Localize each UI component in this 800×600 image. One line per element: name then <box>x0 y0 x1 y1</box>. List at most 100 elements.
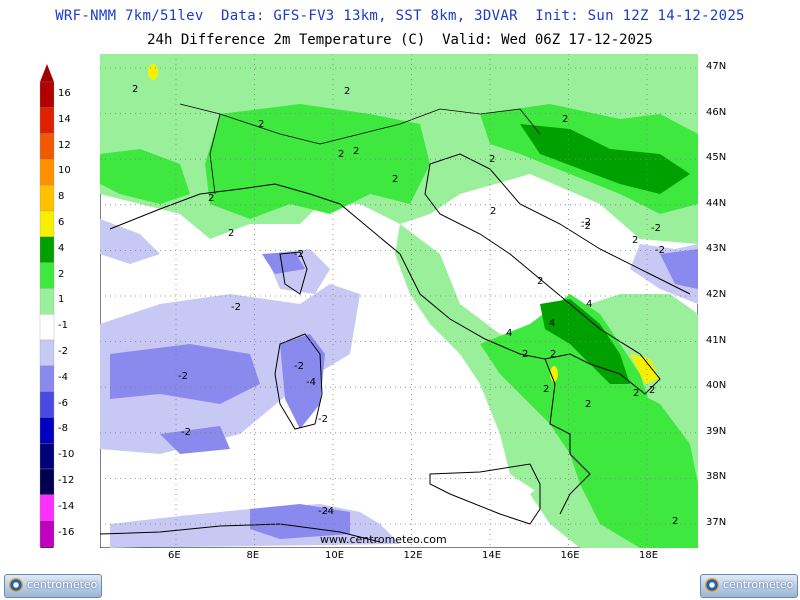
contour-label: 2 <box>522 349 528 360</box>
contour-label: 2 <box>672 516 678 527</box>
latitude-label: 47N <box>706 61 727 72</box>
latitude-label: 37N <box>706 517 727 528</box>
contour-label: 2 <box>489 154 495 165</box>
latitude-label: 44N <box>706 197 727 209</box>
colorbar-cell <box>39 520 55 547</box>
longitude-label: 8E <box>246 550 260 561</box>
logo-globe-icon <box>705 578 719 592</box>
contour-label: 2 <box>353 146 359 157</box>
colorbar-cell <box>39 262 55 289</box>
website-watermark: www.centrometeo.com <box>320 533 447 546</box>
latitude-label: 42N <box>706 289 727 300</box>
contour-label: 2 <box>550 349 556 360</box>
colorbar-cell <box>39 314 55 341</box>
colorbar-label: 16 <box>58 87 71 99</box>
contour-label: 2 <box>649 385 655 396</box>
colorbar-label: 12 <box>58 139 71 151</box>
colorbar-label: 2 <box>58 268 65 280</box>
colorbar-top-arrow <box>40 64 54 82</box>
longitude-label: 12E <box>403 550 423 561</box>
contour-label: 2 <box>633 388 639 399</box>
contour-label: 2 <box>392 174 398 185</box>
country-borders <box>179 103 541 195</box>
colorbar-cell <box>39 494 55 521</box>
contour-label: -2 <box>651 223 661 234</box>
contour-label: -2 <box>178 371 188 382</box>
colorbar-label: 10 <box>58 165 71 177</box>
latitude-label: 46N <box>706 106 727 118</box>
longitude-label: 16E <box>560 550 580 561</box>
contour-label: 2 <box>228 228 234 239</box>
contour-label: -2 <box>655 245 665 256</box>
contour-label: 2 <box>585 399 591 410</box>
contour-label: 2 <box>490 206 496 217</box>
contour-label: 4 <box>549 318 555 329</box>
contour-label: -2 <box>294 249 304 260</box>
colorbar-cell <box>39 185 55 212</box>
colorbar-cell <box>39 417 55 444</box>
contour-label: 4 <box>586 299 592 310</box>
longitude-label: 14E <box>482 550 502 561</box>
contour-label: 2 <box>344 86 350 97</box>
contour-label: -2 <box>231 302 241 313</box>
colorbar-label: -6 <box>58 397 68 409</box>
colorbar-cell <box>39 81 55 108</box>
colorbar-cell <box>39 210 55 237</box>
contour-label: 4 <box>506 328 512 339</box>
colorbar-label: 8 <box>58 191 65 203</box>
contour-label: 2 <box>562 114 568 125</box>
colorbar-label: 14 <box>58 113 71 125</box>
centrometeo-logo-right[interactable]: centrometeo <box>700 574 798 598</box>
colorbar-cell <box>39 288 55 315</box>
colorbar-cell <box>39 391 55 418</box>
contour-label: 2 <box>537 276 543 287</box>
colorbar-cell <box>39 339 55 366</box>
contour-label: 2 <box>132 84 138 95</box>
colorbar-label: 1 <box>58 294 65 306</box>
colorbar-label: -8 <box>58 423 68 435</box>
chart-subtitle: 24h Difference 2m Temperature (C) Valid:… <box>147 32 653 48</box>
colorbar-cell <box>39 159 55 186</box>
colorbar-cell <box>39 236 55 263</box>
colorbar-label: -14 <box>58 500 75 512</box>
colorbar-label: -16 <box>58 526 75 538</box>
longitude-label: 6E <box>168 550 181 561</box>
contour-label: -4 <box>324 506 334 517</box>
contour-label: -2 <box>181 427 191 438</box>
longitude-label: 18E <box>639 550 659 561</box>
contour-label: -2 <box>581 221 591 232</box>
centrometeo-logo-left[interactable]: centrometeo <box>4 574 102 598</box>
colorbar-label: 6 <box>58 216 65 228</box>
latitude-label: 43N <box>706 243 727 255</box>
latitude-label: 41N <box>706 334 727 346</box>
colorbar-cell <box>39 468 55 495</box>
logo-globe-icon <box>9 578 23 592</box>
longitude-label: 10E <box>325 550 345 561</box>
colorbar <box>39 64 55 548</box>
contour-label: 2 <box>632 235 638 246</box>
contour-label: -2 <box>581 217 591 228</box>
colorbar-cell <box>39 133 55 160</box>
coastlines <box>100 153 691 543</box>
latitude-label: 39N <box>706 425 727 437</box>
latitude-label: 45N <box>706 152 727 164</box>
colorbar-bottom-arrow <box>40 546 54 548</box>
contour-label: 2 <box>338 149 344 160</box>
latitude-label: 38N <box>706 471 727 483</box>
colorbar-label: 4 <box>58 242 65 254</box>
contour-label: -2 <box>318 414 328 425</box>
contour-label: -4 <box>306 377 316 388</box>
colorbar-cell <box>39 107 55 134</box>
contour-label: -2 <box>318 506 328 517</box>
contour-label: -2 <box>294 361 304 372</box>
latitude-label: 40N <box>706 380 727 392</box>
contour-label: 2 <box>543 384 549 395</box>
colorbar-label: -10 <box>58 449 75 461</box>
model-title: WRF-NMM 7km/51lev Data: GFS-FV3 13km, SS… <box>55 8 745 24</box>
colorbar-label: -4 <box>58 371 68 383</box>
colorbar-label: -12 <box>58 474 75 486</box>
colorbar-cell <box>39 365 55 392</box>
colorbar-label: -2 <box>58 345 68 357</box>
